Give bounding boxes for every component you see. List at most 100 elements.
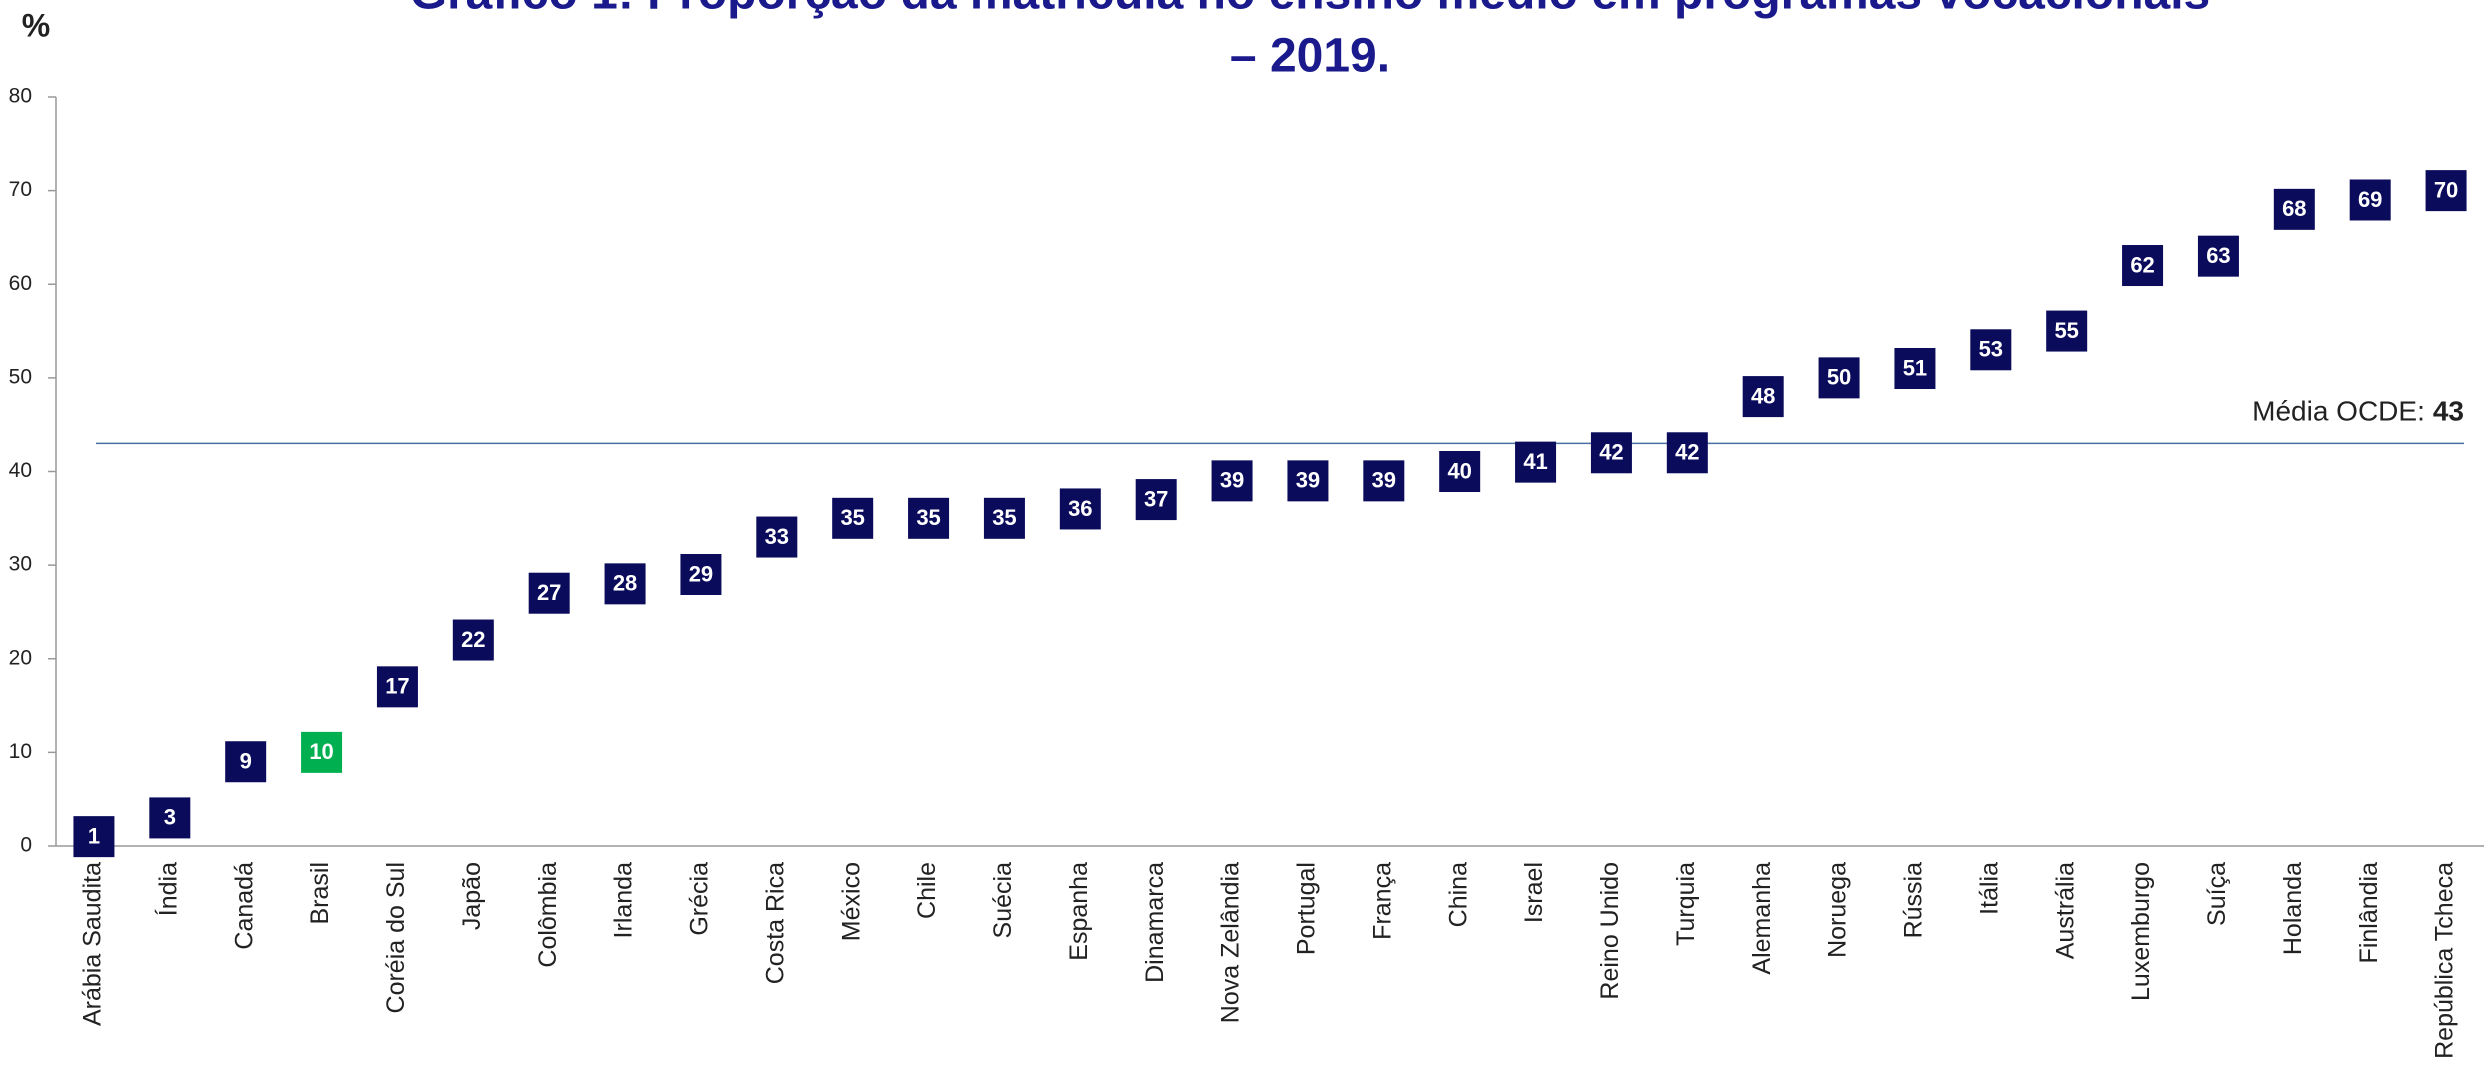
marker [2046, 310, 2088, 352]
x-tick-label: Grécia [686, 862, 714, 936]
marker [908, 497, 950, 539]
data-label: 42 [1675, 440, 1699, 465]
x-tick-label: Luxemburgo [2127, 862, 2155, 1001]
data-label: 39 [1372, 468, 1396, 493]
x-tick-label: México [837, 862, 865, 941]
x-tick-label: Israel [1520, 862, 1548, 923]
reference-label-text: Média OCDE: [2252, 396, 2425, 427]
x-tick-label: Irlanda [610, 862, 638, 939]
x-tick-label: Índia [153, 862, 182, 916]
data-label: 70 [2434, 177, 2458, 202]
data-label: 17 [385, 674, 409, 699]
marker [680, 553, 722, 595]
data-label: 35 [840, 505, 864, 530]
data-label: 39 [1220, 468, 1244, 493]
marker [1211, 460, 1253, 502]
data-label: 37 [1144, 486, 1168, 511]
chart-title: Gráfico 1: Proporção da matrícula no ens… [410, 0, 2211, 20]
data-label: 22 [461, 627, 485, 652]
data-label: 29 [689, 561, 713, 586]
y-tick-label: 60 [9, 272, 32, 295]
data-label: 51 [1903, 355, 1927, 380]
data-label: 50 [1827, 365, 1851, 390]
marker [1363, 460, 1405, 502]
x-tick-label: Holanda [2279, 862, 2307, 955]
data-label: 27 [537, 580, 561, 605]
marker [301, 731, 343, 773]
data-label: 36 [1068, 496, 1092, 521]
x-tick-label: Itália [1975, 862, 2003, 915]
data-label: 48 [1751, 383, 1775, 408]
marker [2197, 235, 2239, 277]
marker [1894, 348, 1936, 390]
x-tick-label: Rússia [1900, 862, 1928, 939]
x-tick-label: Canadá [230, 862, 258, 950]
marker [2349, 179, 2391, 221]
x-tick-label: Arábia Saudita [79, 862, 107, 1026]
reference-label: Média OCDE: 43 [2252, 396, 2464, 427]
x-tick-label: Costa Rica [761, 862, 789, 984]
x-tick-label: Suécia [989, 862, 1017, 939]
x-tick-label: Dinamarca [1141, 862, 1169, 983]
y-axis-label: % [22, 7, 50, 43]
marker [1515, 441, 1557, 483]
marker [1666, 432, 1708, 474]
x-tick-label: Nova Zelândia [1217, 862, 1245, 1023]
marker [983, 497, 1025, 539]
x-tick-label: República Tcheca [2431, 862, 2459, 1059]
marker [528, 572, 570, 614]
marker [604, 563, 646, 605]
marker [1590, 432, 1632, 474]
marker [1818, 357, 1860, 399]
x-tick-label: Suíça [2203, 862, 2231, 926]
marker [756, 516, 798, 558]
data-label: 68 [2282, 196, 2306, 221]
data-label: 1 [88, 823, 100, 848]
y-tick-label: 20 [9, 646, 32, 669]
data-label: 39 [1296, 468, 1320, 493]
data-label: 35 [992, 505, 1016, 530]
x-tick-label: Portugal [1293, 862, 1321, 955]
data-label: 62 [2130, 252, 2154, 277]
data-label: 55 [2054, 318, 2078, 343]
x-tick-label: Austrália [2051, 862, 2079, 959]
marker [73, 816, 115, 858]
marker [1439, 451, 1481, 492]
marker [2273, 188, 2315, 230]
x-tick-label: Colômbia [534, 862, 562, 968]
y-tick-label: 50 [9, 365, 32, 388]
data-label: 41 [1523, 449, 1547, 474]
y-tick-label: 0 [20, 834, 32, 857]
y-tick-label: 10 [9, 740, 32, 763]
x-tick-label: Noruega [1824, 862, 1852, 958]
data-label: 69 [2358, 187, 2382, 212]
x-tick-label: Coréia do Sul [382, 862, 410, 1013]
data-label: 3 [164, 805, 176, 830]
marker [832, 497, 874, 539]
data-label: 40 [1447, 458, 1471, 483]
y-tick-label: 30 [9, 553, 32, 576]
x-tick-label: China [1444, 862, 1472, 927]
x-tick-label: Brasil [306, 862, 334, 925]
marker [2122, 245, 2164, 287]
marker [452, 619, 494, 661]
x-tick-label: França [1368, 862, 1396, 940]
data-label: 35 [916, 505, 940, 530]
data-label: 42 [1599, 440, 1623, 465]
x-tick-label: Chile [913, 862, 941, 919]
data-label: 53 [1979, 337, 2003, 362]
marker [1970, 329, 2012, 371]
marker [1135, 479, 1177, 521]
marker [1742, 376, 1784, 418]
data-label: 28 [613, 571, 637, 596]
x-tick-label: Reino Unido [1596, 862, 1624, 1000]
x-tick-label: Espanha [1065, 862, 1093, 961]
x-tick-label: Alemanha [1748, 862, 1776, 975]
data-label: 9 [240, 749, 252, 774]
x-tick-label: Japão [458, 862, 486, 930]
marker [376, 666, 418, 708]
y-tick-label: 70 [9, 178, 32, 201]
marker [2425, 170, 2467, 212]
y-tick-label: 80 [9, 85, 32, 108]
